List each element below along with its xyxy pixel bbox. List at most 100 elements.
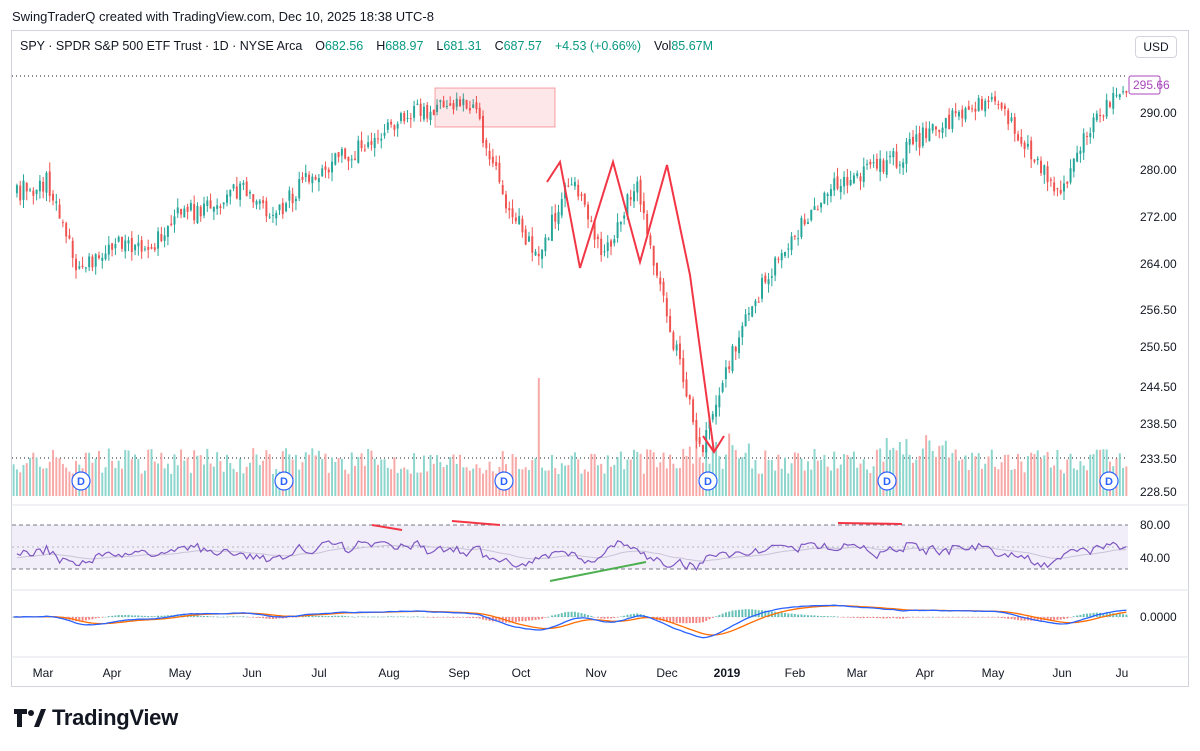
macd-histogram-bar: [206, 616, 209, 617]
macd-histogram-bar: [915, 617, 918, 618]
macd-histogram-bar: [524, 617, 527, 622]
candle: [429, 105, 432, 126]
volume-bar: [465, 467, 468, 496]
price-tick-label: 256.50: [1140, 303, 1177, 317]
candle: [413, 100, 416, 122]
candle-body: [1013, 117, 1016, 134]
macd-histogram-bar: [1010, 617, 1013, 620]
candle-body: [101, 257, 104, 261]
candle: [800, 215, 803, 240]
volume-bar: [462, 467, 465, 496]
candle: [183, 205, 186, 218]
time-tick-label: Mar: [33, 666, 54, 680]
volume-bar: [25, 463, 28, 496]
volume-bar: [912, 462, 914, 496]
macd-histogram-bar: [616, 617, 619, 618]
candle: [505, 190, 507, 214]
candle: [281, 198, 284, 219]
candle-body: [902, 162, 905, 168]
candle: [820, 202, 823, 213]
candle: [889, 150, 892, 164]
symbol-title[interactable]: SPY · SPDR S&P 500 ETF Trust · 1D · NYSE…: [20, 39, 303, 53]
macd-histogram-bar: [160, 615, 163, 617]
macd-histogram-bar: [1122, 614, 1125, 617]
symbol-legend[interactable]: SPY · SPDR S&P 500 ETF Trust · 1D · NYSE…: [20, 39, 713, 53]
candle: [1063, 175, 1065, 201]
candle: [764, 272, 767, 284]
candle: [452, 99, 455, 115]
candle: [308, 171, 311, 185]
candle: [462, 93, 465, 112]
volume-bar: [380, 459, 383, 496]
volume-bar: [331, 457, 334, 496]
volume-bar: [91, 462, 94, 496]
candle-body: [413, 105, 416, 118]
volume-bar: [186, 457, 189, 496]
candle-body: [357, 140, 360, 163]
volume-bar: [419, 472, 422, 496]
candle-body: [1043, 165, 1046, 175]
candle-body: [1105, 99, 1108, 117]
macd-histogram-bar: [455, 617, 458, 618]
candle-body: [134, 244, 137, 251]
volume-bar: [934, 457, 937, 496]
candle-body: [659, 277, 662, 285]
candle: [534, 249, 537, 257]
volume-bar: [616, 456, 619, 496]
candle-body: [291, 193, 294, 204]
candle-body: [774, 257, 777, 276]
volume-bar: [761, 473, 764, 496]
macd-histogram-bar: [797, 614, 800, 617]
candle: [1036, 156, 1039, 165]
macd-histogram-bar: [304, 615, 307, 617]
candle: [905, 137, 908, 173]
candle: [1092, 113, 1095, 139]
volume-bar: [931, 451, 934, 496]
volume-bar: [875, 449, 878, 496]
candle: [524, 225, 527, 246]
macd-histogram-bar: [669, 617, 672, 623]
close-label: C: [494, 39, 504, 53]
candle: [88, 253, 91, 272]
volume-bar: [826, 466, 829, 496]
macd-histogram-bar: [130, 615, 133, 617]
candle: [774, 256, 777, 282]
candle: [672, 330, 675, 352]
candle-body: [856, 173, 859, 177]
volume-bar: [317, 450, 320, 496]
macd-histogram-bar: [75, 617, 77, 622]
macd-histogram-bar: [1003, 617, 1006, 619]
rsi-tick-label: 40.00: [1140, 551, 1170, 565]
candle-body: [925, 128, 928, 139]
candle-body: [1046, 166, 1049, 183]
macd-histogram-bar: [813, 615, 816, 617]
candle-body: [124, 240, 127, 252]
candle-body: [767, 279, 770, 285]
macd-histogram-bar: [987, 617, 990, 618]
volume-bar: [721, 468, 724, 496]
candle-body: [560, 199, 563, 216]
candle-body: [754, 300, 757, 307]
candle: [84, 266, 87, 273]
macd-histogram-bar: [111, 615, 114, 617]
volume-bar: [724, 454, 727, 496]
volume-bar: [728, 433, 731, 496]
macd-histogram-bar: [954, 617, 957, 618]
macd-histogram-bar: [800, 614, 803, 617]
candle: [459, 96, 462, 107]
volume-bar: [482, 473, 485, 496]
candle-body: [866, 163, 869, 165]
macd-histogram-bar: [1053, 617, 1056, 621]
macd-histogram-bar: [337, 615, 340, 617]
candle-body: [1003, 105, 1006, 109]
candle-body: [196, 205, 199, 224]
macd-histogram-bar: [590, 615, 593, 617]
candle: [242, 180, 245, 191]
volume-bar: [557, 473, 560, 496]
candle-body: [688, 395, 691, 400]
currency-button[interactable]: USD: [1135, 36, 1177, 58]
volume-bar: [45, 468, 48, 496]
candle-body: [813, 206, 816, 210]
candle: [406, 110, 409, 123]
